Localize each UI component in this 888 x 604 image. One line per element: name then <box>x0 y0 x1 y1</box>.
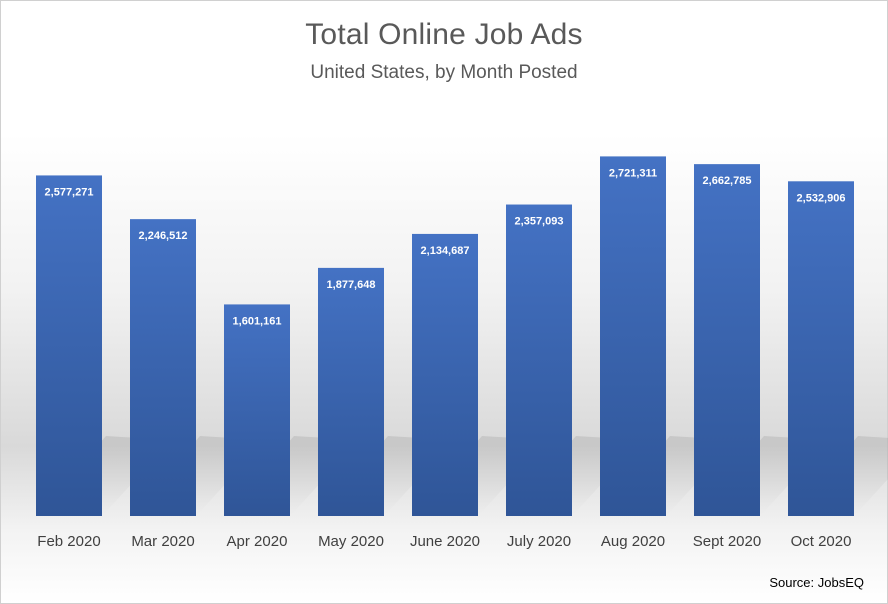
data-label: 2,134,687 <box>421 245 470 257</box>
bar <box>600 156 666 516</box>
bar <box>318 267 384 516</box>
chart-title: Total Online Job Ads <box>305 18 583 51</box>
data-label: 2,577,271 <box>45 186 94 198</box>
category-label: May 2020 <box>318 533 384 550</box>
data-label: 2,532,906 <box>797 192 846 204</box>
data-label: 2,662,785 <box>703 175 752 187</box>
data-label: 2,721,311 <box>609 167 657 179</box>
bar <box>224 304 290 516</box>
data-label: 2,246,512 <box>139 230 188 242</box>
category-label: June 2020 <box>410 533 480 550</box>
data-label: 1,877,648 <box>327 279 376 291</box>
category-label: Apr 2020 <box>227 533 288 550</box>
category-label: Feb 2020 <box>37 533 100 550</box>
bar <box>130 219 196 517</box>
data-label: 2,357,093 <box>515 216 564 228</box>
bar <box>788 181 854 517</box>
bar <box>412 233 478 516</box>
data-label: 1,601,161 <box>233 315 282 327</box>
category-label: Sept 2020 <box>693 533 761 550</box>
source-note: Source: JobsEQ <box>769 575 864 590</box>
bar <box>506 204 572 517</box>
category-label: Mar 2020 <box>131 533 194 550</box>
category-label: July 2020 <box>507 533 571 550</box>
category-label: Aug 2020 <box>601 533 665 550</box>
category-label: Oct 2020 <box>791 533 852 550</box>
bar <box>36 175 102 516</box>
bar <box>694 164 760 516</box>
chart-subtitle: United States, by Month Posted <box>310 62 578 83</box>
